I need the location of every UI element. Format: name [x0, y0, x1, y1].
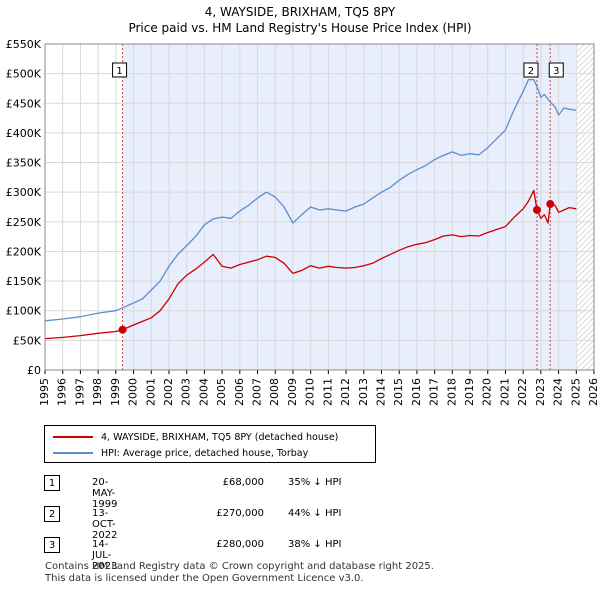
x-tick-label: 1998 [91, 378, 104, 406]
x-tick-label: 2003 [180, 378, 193, 406]
legend-label-hpi: HPI: Average price, detached house, Torb… [101, 447, 309, 459]
transaction-hpi: 38% ↓ HPI [288, 539, 342, 550]
footer-copyright: Contains HM Land Registry data © Crown c… [45, 561, 434, 572]
footer-licence: This data is licensed under the Open Gov… [45, 573, 364, 584]
x-tick-label: 2015 [392, 378, 405, 406]
transaction-price: £280,000 [216, 539, 264, 550]
y-tick-label: £250K [6, 216, 42, 229]
x-tick-label: 2007 [251, 378, 264, 406]
legend-swatch-property [53, 436, 93, 438]
legend-item-hpi: HPI: Average price, detached house, Torb… [53, 446, 308, 460]
sale-point [118, 325, 127, 334]
y-tick-label: £100K [6, 305, 42, 318]
legend-item-property: 4, WAYSIDE, BRIXHAM, TQ5 8PY (detached h… [53, 430, 338, 444]
x-tick-label: 2023 [534, 378, 547, 406]
hpi-line [44, 78, 577, 322]
x-tick-label: 2018 [445, 378, 458, 406]
sale-marker-badge [548, 62, 564, 78]
transaction-price: £68,000 [222, 477, 264, 488]
transaction-date: 20-MAY-1999 [92, 477, 118, 510]
plot-border [44, 43, 595, 371]
x-tick-label: 2024 [552, 378, 565, 406]
x-tick-label: 2019 [463, 378, 476, 406]
x-tick-label: 2014 [374, 378, 387, 406]
chart-title: 4, WAYSIDE, BRIXHAM, TQ5 8PY [204, 5, 396, 19]
y-tick-label: £400K [6, 127, 42, 140]
x-tick-label: 2022 [516, 378, 529, 406]
x-tick-label: 2012 [339, 378, 352, 406]
y-tick-label: £200K [6, 245, 42, 258]
x-tick-label: 2000 [127, 378, 140, 406]
y-tick-label: £550K [6, 38, 42, 51]
transaction-hpi: 44% ↓ HPI [288, 508, 342, 519]
legend: 4, WAYSIDE, BRIXHAM, TQ5 8PY (detached h… [44, 425, 376, 463]
y-tick-label: £500K [6, 68, 42, 81]
x-tick-label: 2006 [233, 378, 246, 406]
property-price-line [44, 189, 577, 340]
sale-marker-badge [523, 62, 539, 78]
transaction-number: 3 [44, 537, 60, 553]
x-tick-label: 2001 [144, 378, 157, 406]
x-tick-label: 2021 [498, 378, 511, 406]
sale-point [532, 205, 541, 214]
x-tick-label: 1997 [73, 378, 86, 406]
x-tick-label: 2016 [410, 378, 423, 406]
transaction-price: £270,000 [216, 508, 264, 519]
x-tick-label: 2008 [268, 378, 281, 406]
price-chart: 1 2 3 £0 £50K £100K £150K £200K £250K £300K £350K… [6, 38, 600, 406]
y-tick-label: £0 [27, 364, 41, 377]
x-tick-label: 1999 [109, 378, 122, 406]
y-tick-label: £150K [6, 275, 42, 288]
x-tick-label: 2009 [286, 378, 299, 406]
sale-marker-label: 2 [528, 66, 534, 77]
x-tick-label: 1996 [56, 378, 69, 406]
transaction-number: 1 [44, 475, 60, 491]
future-hatch [576, 44, 594, 370]
transaction-date: 14-JUL-2023 [92, 539, 118, 572]
sale-marker-label: 3 [553, 66, 559, 77]
legend-label-property: 4, WAYSIDE, BRIXHAM, TQ5 8PY (detached h… [101, 431, 339, 443]
x-tick-label: 2026 [587, 378, 600, 406]
y-tick-label: £350K [6, 157, 42, 170]
sale-period-shade [122, 44, 577, 370]
x-tick-label: 2013 [357, 378, 370, 406]
x-tick-label: 2025 [569, 378, 582, 406]
sale-marker-badge [112, 62, 128, 78]
y-tick-label: £50K [13, 334, 42, 347]
y-tick-label: £450K [6, 97, 42, 110]
chart-subtitle: Price paid vs. HM Land Registry's House … [128, 21, 472, 35]
x-tick-label: 2011 [321, 378, 334, 406]
y-tick-label: £300K [6, 186, 42, 199]
sale-point [546, 200, 555, 209]
x-tick-label: 2005 [215, 378, 228, 406]
transaction-hpi: 35% ↓ HPI [288, 477, 342, 488]
transaction-date: 13-OCT-2022 [92, 508, 118, 541]
sale-marker-label: 1 [116, 66, 122, 77]
legend-swatch-hpi [53, 452, 93, 454]
transaction-number: 2 [44, 506, 60, 522]
x-tick-label: 2020 [481, 378, 494, 406]
x-tick-label: 2017 [428, 378, 441, 406]
x-tick-label: 2002 [162, 378, 175, 406]
x-tick-label: 1995 [38, 378, 51, 406]
x-tick-label: 2010 [304, 378, 317, 406]
x-tick-label: 2004 [197, 378, 210, 406]
